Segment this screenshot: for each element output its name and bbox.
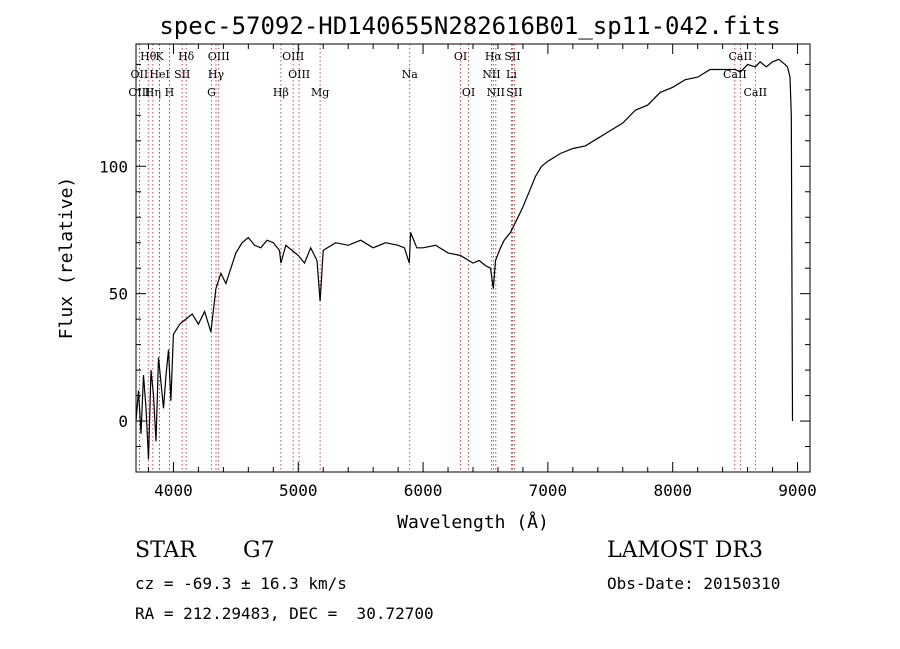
x-tick-label: 6000 bbox=[404, 481, 443, 500]
redshift-velocity: cz = -69.3 ± 16.3 km/s bbox=[135, 574, 347, 593]
survey-name: LAMOST DR3 bbox=[607, 538, 763, 563]
line-label: Hα bbox=[485, 50, 503, 63]
x-tick-label: 8000 bbox=[653, 481, 692, 500]
x-tick-label: 7000 bbox=[529, 481, 568, 500]
spectrum-chart: spec-57092-HD140655N282616B01_sp11-042.f… bbox=[56, 12, 817, 533]
line-label: NII bbox=[482, 68, 500, 81]
line-label: HeI bbox=[149, 68, 169, 81]
axis-ticks: 4000 5000 6000 7000 8000 9000 0 50 100 bbox=[99, 44, 817, 500]
line-label: K bbox=[155, 50, 164, 63]
line-label: Hδ bbox=[178, 50, 195, 63]
line-label: Na bbox=[402, 68, 419, 81]
line-label: Hη bbox=[145, 86, 161, 99]
line-label: OIII bbox=[128, 86, 150, 99]
line-label: H bbox=[165, 86, 175, 99]
y-tick-label: 100 bbox=[99, 157, 128, 176]
line-label: CaII bbox=[729, 50, 753, 63]
spectral-line-markers bbox=[138, 44, 756, 472]
y-tick-label: 0 bbox=[118, 412, 128, 431]
y-tick-label: 50 bbox=[109, 285, 128, 304]
x-axis-label: Wavelength (Å) bbox=[397, 511, 549, 533]
object-subclass: G7 bbox=[243, 538, 275, 563]
line-label: Hγ bbox=[208, 68, 225, 81]
spectrum-series-line bbox=[135, 58, 794, 460]
x-tick-label: 4000 bbox=[154, 481, 193, 500]
line-label: OIII bbox=[282, 50, 304, 63]
y-axis-label: Flux (relative) bbox=[56, 177, 77, 340]
line-label: G bbox=[207, 86, 216, 99]
line-label: OII bbox=[131, 68, 149, 81]
line-label: NII bbox=[487, 86, 505, 99]
line-label: Hθ bbox=[140, 50, 157, 63]
x-tick-label: 9000 bbox=[778, 481, 817, 500]
plot-frame bbox=[135, 43, 811, 473]
chart-title: spec-57092-HD140655N282616B01_sp11-042.f… bbox=[159, 12, 780, 40]
line-label: OI bbox=[462, 86, 475, 99]
line-label: SII bbox=[174, 68, 190, 81]
line-label: OI bbox=[454, 50, 467, 63]
object-class: STAR bbox=[135, 538, 196, 563]
line-label: Mg bbox=[311, 86, 329, 99]
line-label: CaII bbox=[743, 86, 767, 99]
line-label: SII bbox=[504, 50, 520, 63]
line-label: Hβ bbox=[273, 86, 289, 99]
coordinates: RA = 212.29483, DEC = 30.72700 bbox=[135, 604, 434, 623]
line-label: OIII bbox=[288, 68, 310, 81]
line-label: SII bbox=[506, 86, 522, 99]
line-label: Li bbox=[506, 68, 517, 81]
observation-date: Obs-Date: 20150310 bbox=[607, 574, 781, 593]
x-tick-label: 5000 bbox=[279, 481, 318, 500]
line-label: OIII bbox=[208, 50, 230, 63]
